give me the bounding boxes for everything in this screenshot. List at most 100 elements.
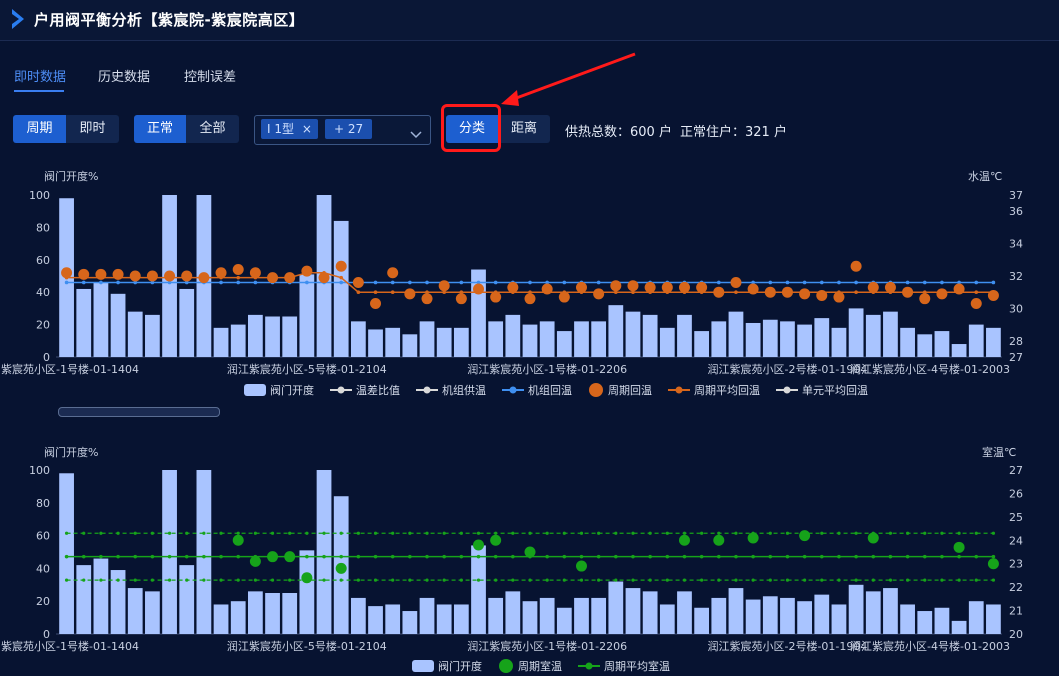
- period-return-temp-point: [404, 288, 416, 300]
- valve-opening-bar: [539, 321, 555, 357]
- tab-history-data[interactable]: 历史数据: [98, 70, 151, 85]
- period-return-temp-point: [970, 298, 982, 310]
- unit-return-temp-point: [219, 280, 223, 285]
- avg-room-temp-point: [888, 554, 893, 559]
- room-temp-band-point: [991, 578, 996, 582]
- valve-opening-bar: [162, 470, 177, 634]
- valve-opening-bar: [865, 591, 881, 634]
- room-temp-band-point: [562, 531, 566, 535]
- room-temp-band-point: [476, 578, 481, 582]
- room-temp-band-point: [562, 578, 566, 582]
- valve-opening-bar: [471, 545, 486, 634]
- distance-button[interactable]: 距离: [498, 115, 550, 143]
- right-axis-tick-label: 37: [1009, 189, 1023, 202]
- period-return-temp-point: [215, 267, 227, 279]
- period-return-temp-point: [249, 267, 261, 279]
- valve-opening-bar: [385, 327, 401, 357]
- period-button[interactable]: 周期: [13, 115, 66, 143]
- normal-button[interactable]: 正常: [134, 115, 186, 143]
- valve-opening-bar: [642, 314, 658, 357]
- room-temp-band-point: [425, 531, 429, 535]
- room-temp-band-point: [133, 531, 137, 535]
- room-temp-band-point: [356, 578, 360, 582]
- period-return-temp-point: [524, 293, 536, 305]
- valve-opening-bar: [368, 329, 383, 357]
- valve-opening-bar: [436, 327, 452, 357]
- room-temp-band-point: [974, 578, 978, 582]
- left-axis-tick-label: 60: [36, 530, 50, 543]
- room-temp-band-point: [631, 578, 635, 582]
- avg-return-temp-point: [459, 290, 464, 294]
- period-return-temp-point: [867, 281, 879, 293]
- avg-room-temp-point: [785, 554, 790, 559]
- room-temp-band-point: [545, 578, 549, 582]
- room-temp-band-point: [682, 578, 687, 582]
- valve-opening-bar: [728, 588, 744, 634]
- period-return-temp-point: [593, 288, 605, 300]
- avg-room-temp-point: [459, 554, 464, 559]
- period-room-temp-point: [232, 534, 244, 546]
- room-temp-band-point: [133, 578, 137, 582]
- avg-room-temp-point: [373, 554, 378, 559]
- valve-opening-bar: [248, 314, 263, 357]
- room-temp-band-point: [803, 578, 807, 582]
- avg-return-temp-point: [390, 290, 395, 294]
- room-temp-band-point: [648, 578, 652, 582]
- avg-room-temp-point: [81, 554, 86, 559]
- avg-room-temp-point: [940, 554, 944, 559]
- room-temp-band-point: [528, 531, 532, 535]
- valve-opening-bar: [951, 620, 967, 634]
- period-return-temp-point: [232, 264, 244, 276]
- avg-return-temp-point: [734, 290, 738, 294]
- valve-opening-bar: [145, 591, 160, 634]
- valve-opening-bar: [282, 316, 298, 357]
- classify-button[interactable]: 分类: [446, 115, 498, 143]
- period-return-temp-point: [198, 272, 210, 284]
- x-axis-tick-label: 紫宸苑小区-1号楼-01-1404: [1, 639, 139, 653]
- unit-return-temp-point: [167, 280, 172, 285]
- period-room-temp-point: [867, 532, 879, 544]
- tab-realtime-data[interactable]: 即时数据: [14, 70, 67, 85]
- zoom-slider[interactable]: [58, 407, 220, 417]
- room-temp-band-point: [442, 578, 446, 582]
- avg-room-temp-point: [819, 554, 824, 559]
- valve-opening-bar: [574, 597, 589, 634]
- unit-return-temp-point: [81, 280, 86, 285]
- room-temp-band-point: [768, 578, 772, 582]
- chart2-left-axis-title: 阀门开度%: [44, 446, 99, 459]
- room-temp-band-point: [888, 531, 893, 535]
- period-return-temp-point: [78, 268, 90, 280]
- room-temp-band-point: [871, 578, 875, 582]
- period-return-temp-point: [953, 283, 965, 295]
- chevron-down-icon[interactable]: [410, 124, 422, 143]
- valve-opening-bar: [917, 611, 933, 634]
- room-temp-band-point: [545, 531, 549, 535]
- instant-button[interactable]: 即时: [66, 115, 119, 143]
- period-room-temp-point: [524, 546, 536, 558]
- valve-opening-bar: [179, 288, 195, 357]
- avg-room-temp-point: [167, 554, 172, 559]
- tab-active-indicator: [14, 90, 64, 92]
- valve-opening-bar: [213, 604, 229, 634]
- tab-control-error[interactable]: 控制误差: [184, 70, 237, 85]
- all-button[interactable]: 全部: [186, 115, 239, 143]
- avg-room-temp-point: [837, 554, 841, 559]
- x-axis-tick-label: 润江紫宸苑小区-4号楼-01-2003: [850, 639, 1010, 653]
- avg-room-temp-point: [99, 554, 103, 559]
- room-temp-band-point: [167, 531, 172, 535]
- room-temp-band-point: [579, 578, 584, 582]
- avg-room-temp-point: [682, 554, 687, 559]
- right-axis-tick-label: 26: [1009, 487, 1023, 500]
- unit-return-temp-point: [596, 280, 601, 285]
- room-temp-band-point: [185, 578, 189, 582]
- left-axis-tick-label: 100: [29, 189, 50, 202]
- valve-opening-bar: [797, 324, 812, 357]
- period-return-temp-point: [696, 281, 708, 293]
- tag-close-icon[interactable]: ×: [301, 122, 312, 136]
- avg-room-temp-point: [305, 554, 309, 559]
- valve-opening-bar: [385, 604, 401, 634]
- period-room-temp-point: [575, 560, 587, 572]
- type-multiselect[interactable]: I 1型 × + 27: [254, 115, 431, 145]
- room-temp-band-point: [270, 578, 275, 582]
- left-axis-tick-label: 40: [36, 286, 50, 299]
